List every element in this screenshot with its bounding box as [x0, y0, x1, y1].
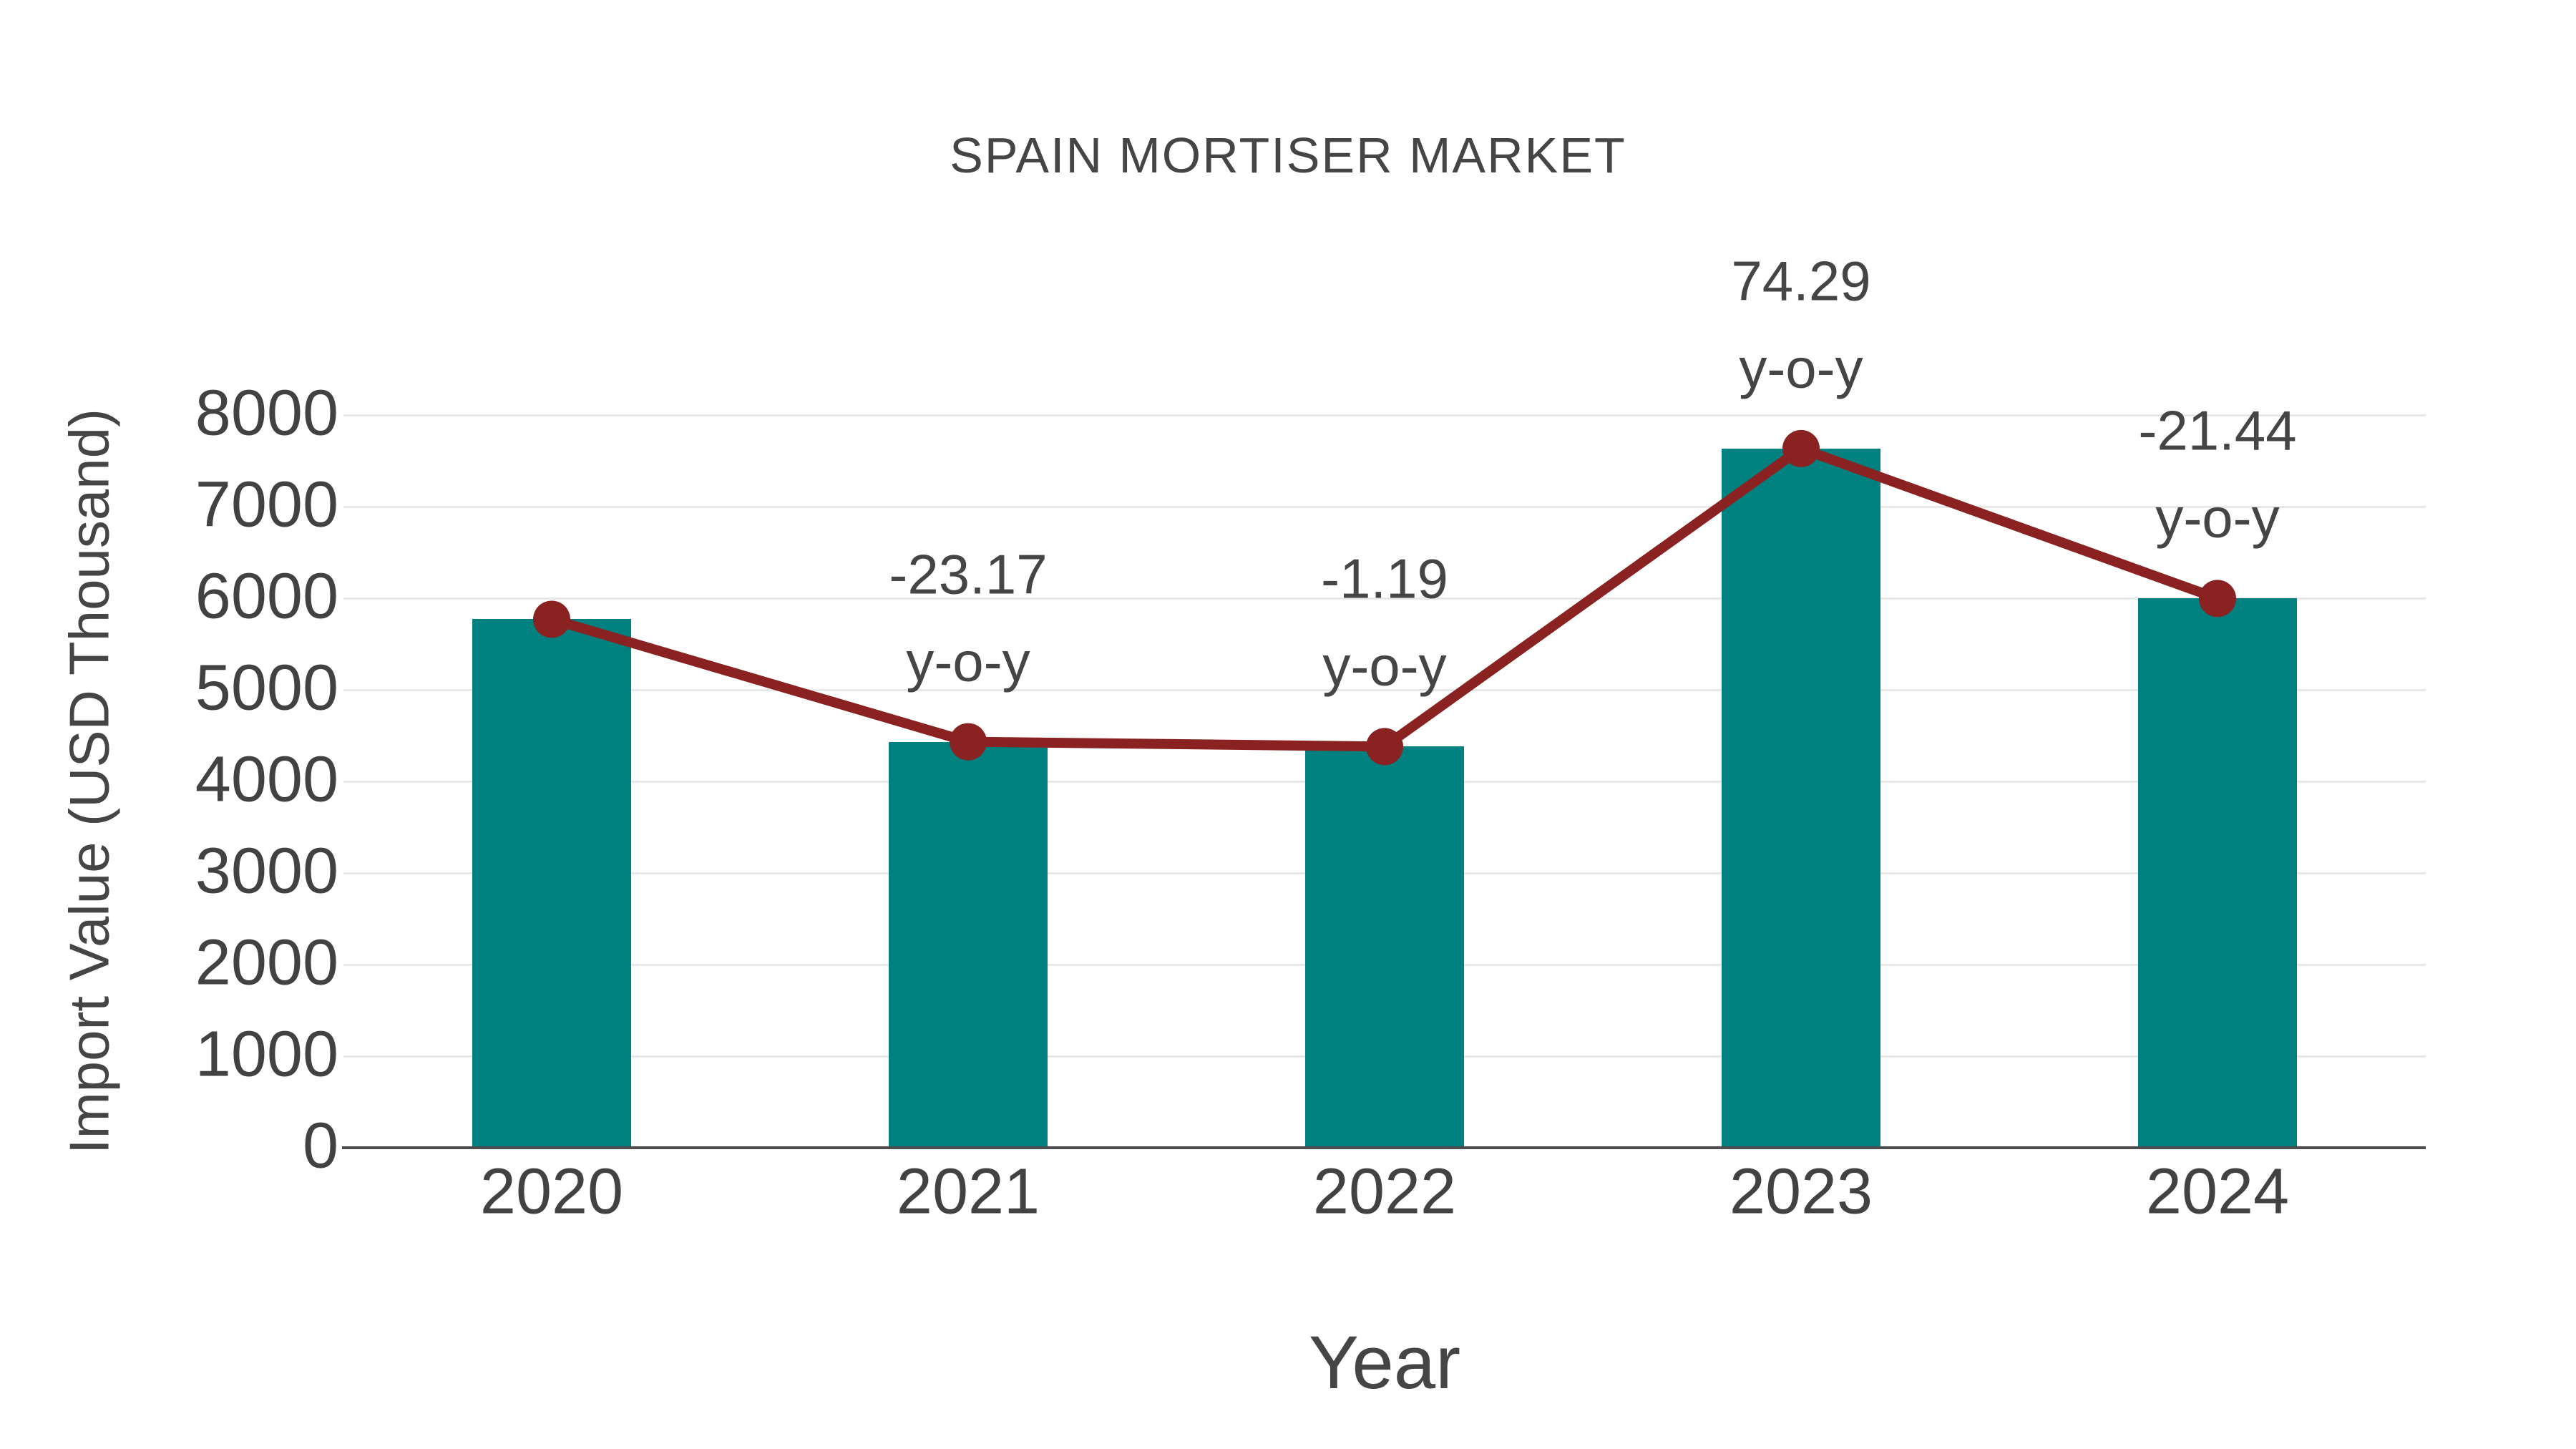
annotation-2022-unit: y-o-y	[1322, 634, 1447, 698]
bar-2024	[2138, 598, 2297, 1148]
x-axis-line	[342, 1146, 2426, 1149]
y-tick-label-2000: 2000	[195, 927, 338, 999]
annotation-2021-value: -23.17	[889, 542, 1048, 606]
annotation-2024-value: -21.44	[2138, 399, 2297, 462]
y-tick-label-0: 0	[302, 1110, 338, 1182]
annotation-2023-unit: y-o-y	[1739, 336, 1863, 400]
annotation-2023-value: 74.29	[1731, 249, 1871, 313]
gridline-8000	[343, 414, 2426, 416]
y-tick-label-5000: 5000	[195, 652, 338, 724]
x-tick-label-2021: 2021	[896, 1156, 1040, 1228]
y-axis-title: Import Value (USD Thousand)	[57, 409, 121, 1154]
x-tick-label-2023: 2023	[1729, 1156, 1873, 1228]
bar-2022	[1305, 746, 1464, 1148]
x-tick-label-2022: 2022	[1312, 1156, 1457, 1228]
bar-2020	[472, 619, 631, 1148]
y-tick-label-3000: 3000	[195, 835, 338, 907]
y-tick-label-4000: 4000	[195, 743, 338, 816]
x-axis-title: Year	[1308, 1321, 1461, 1405]
chart-title: SPAIN MORTISER MARKET	[950, 127, 1626, 183]
annotation-2022-value: -1.19	[1321, 547, 1448, 610]
y-tick-label-1000: 1000	[195, 1018, 338, 1091]
gridline-7000	[343, 505, 2426, 508]
bar-2023	[1722, 448, 1880, 1148]
y-tick-label-8000: 8000	[195, 377, 338, 449]
y-tick-label-6000: 6000	[195, 560, 338, 633]
annotation-2024-unit: y-o-y	[2155, 486, 2280, 550]
x-tick-label-2020: 2020	[479, 1156, 624, 1228]
y-tick-label-7000: 7000	[195, 469, 338, 541]
x-tick-label-2024: 2024	[2145, 1156, 2290, 1228]
bar-2021	[889, 741, 1048, 1148]
annotation-2021-unit: y-o-y	[906, 630, 1030, 693]
